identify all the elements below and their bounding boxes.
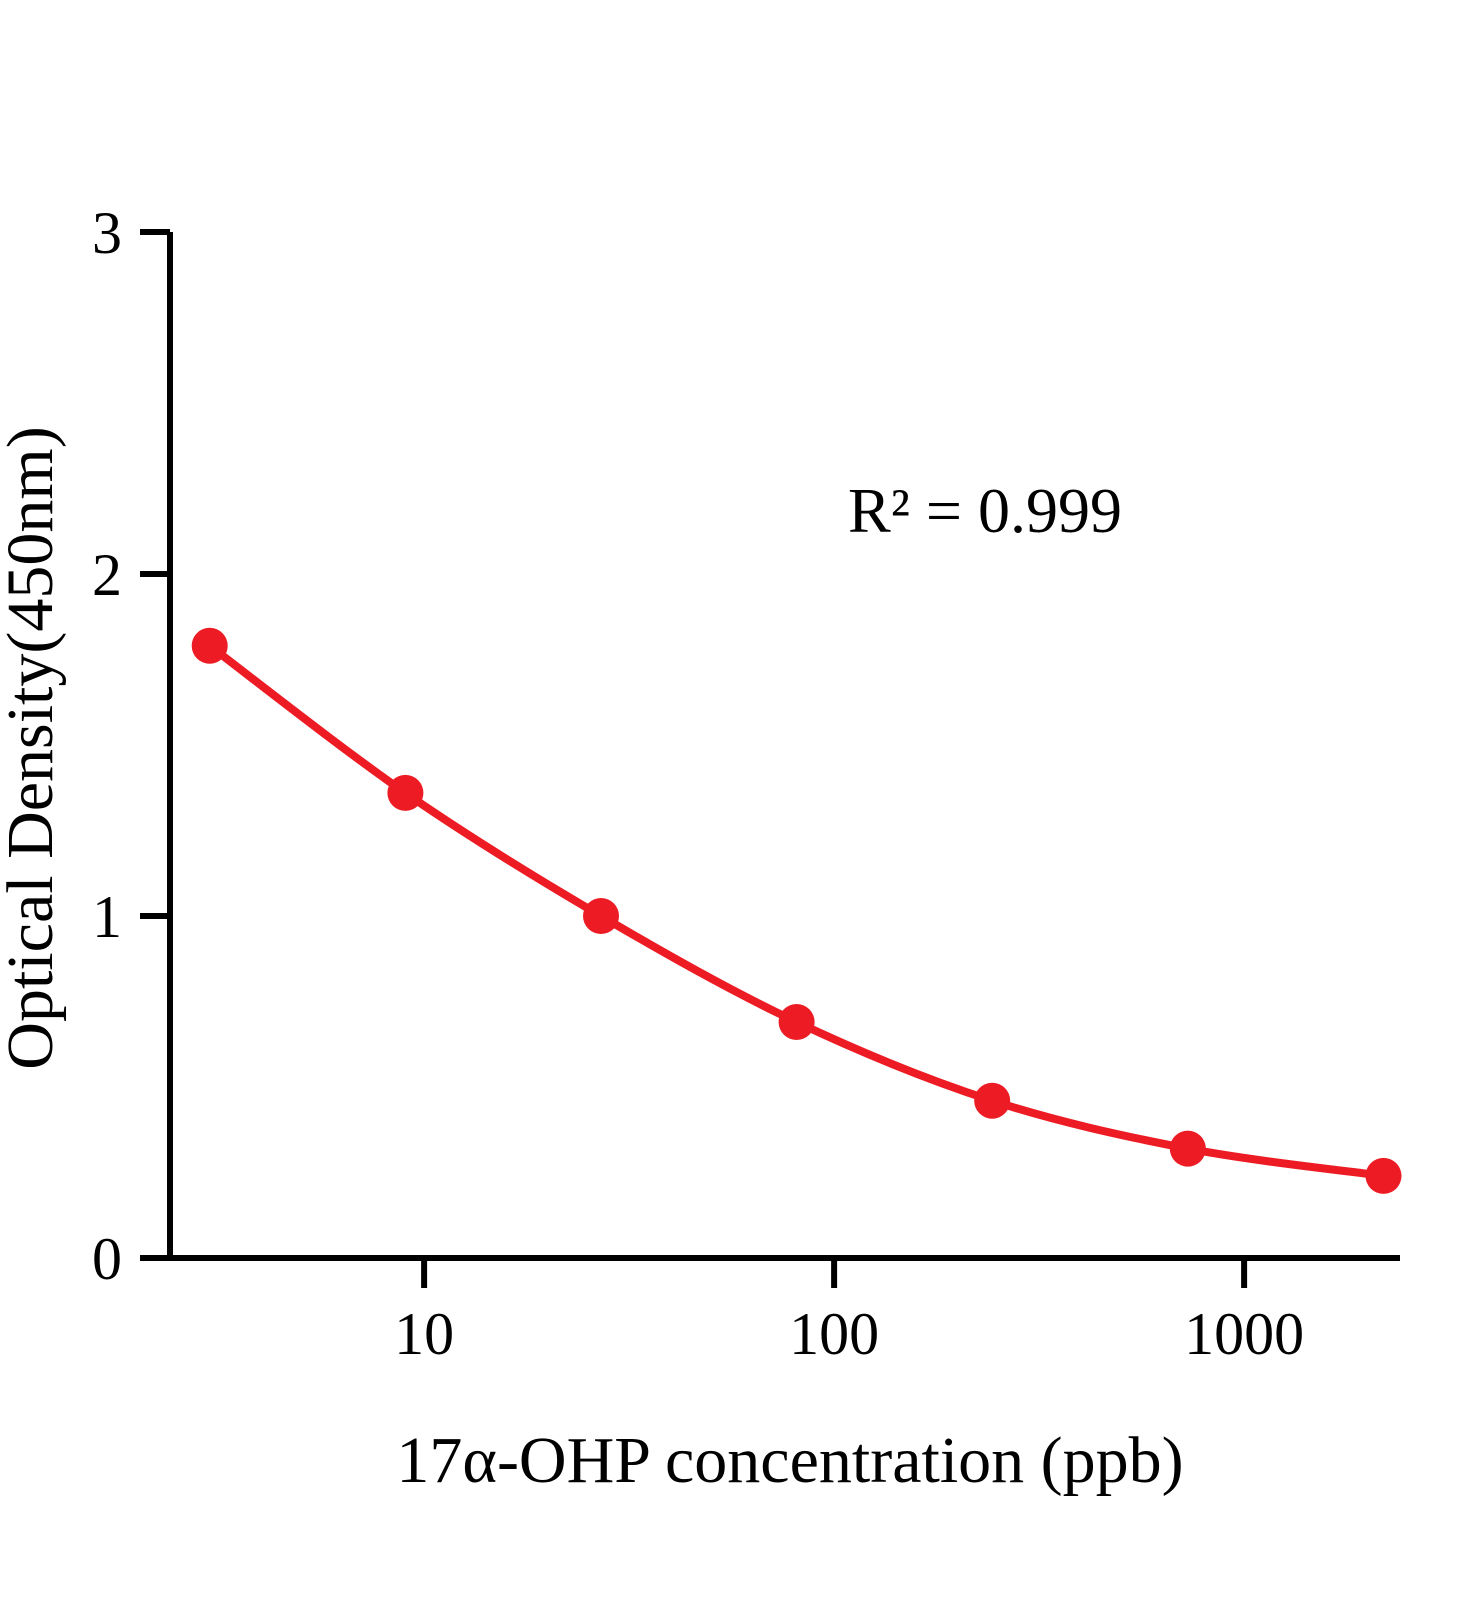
y-tick-label: 1: [92, 884, 122, 950]
data-point: [1169, 1130, 1206, 1167]
data-point: [583, 898, 619, 934]
data-point: [1365, 1157, 1402, 1194]
y-axis-label: Optical Density(450nm): [0, 426, 67, 1069]
data-point: [778, 1004, 815, 1040]
series-curve: [205, 641, 1388, 1180]
data-point: [387, 774, 424, 811]
x-tick-label: 100: [789, 1301, 879, 1367]
x-axis-label: 17α-OHP concentration (ppb): [396, 1424, 1183, 1497]
x-tick-label: 10: [394, 1301, 454, 1367]
y-tick-label: 3: [92, 200, 122, 266]
y-tick-label: 0: [92, 1226, 122, 1292]
data-point: [191, 627, 228, 664]
plot-layer: 0 1 2 3 10 100 1000: [92, 200, 1402, 1367]
x-tick-label: 1000: [1184, 1301, 1304, 1367]
r-squared-annotation: R² = 0.999: [848, 475, 1122, 546]
y-tick-label: 2: [92, 542, 122, 608]
data-point: [974, 1082, 1011, 1119]
